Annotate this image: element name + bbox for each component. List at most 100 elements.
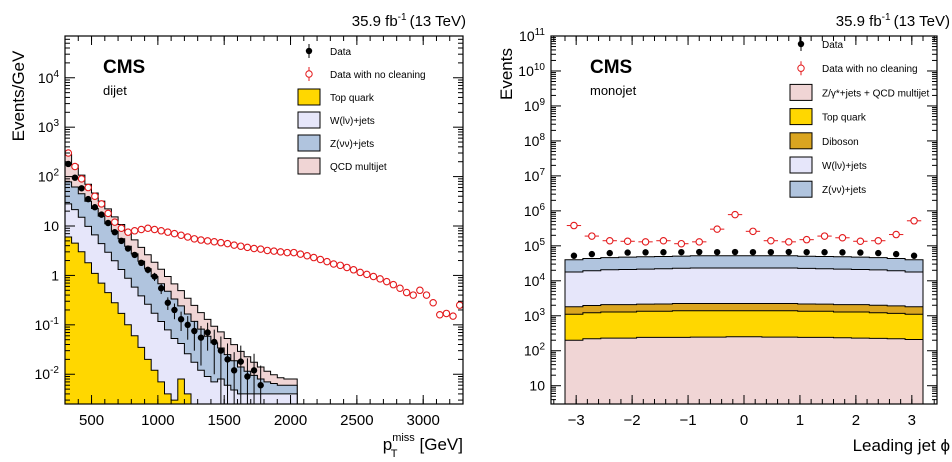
data-no-cleaning-point bbox=[150, 225, 159, 234]
x-tick-label: 2 bbox=[852, 412, 860, 429]
x-tick-label: 2000 bbox=[274, 412, 307, 429]
monojet-legend: Data Data with no cleaning Z/γ*+jets + QCD… bbox=[789, 37, 929, 198]
data-no-cleaning-point bbox=[230, 241, 238, 249]
data-no-cleaning-point bbox=[296, 250, 305, 258]
y-tick-exponent: 4 bbox=[53, 69, 59, 80]
data-point bbox=[217, 347, 225, 354]
data-point bbox=[138, 259, 145, 267]
y-tick-label: 107 bbox=[524, 167, 546, 184]
data-no-cleaning-point bbox=[856, 237, 865, 246]
data-no-cleaning-point bbox=[124, 228, 132, 236]
y-tick-base: 10 bbox=[524, 133, 540, 149]
data-no-cleaning-point bbox=[329, 260, 338, 268]
data-point bbox=[642, 249, 649, 256]
data-no-cleaning-point bbox=[349, 266, 358, 274]
y-tick-base: 10 bbox=[524, 308, 540, 324]
y-tick-exponent: 10 bbox=[534, 62, 546, 73]
data-point bbox=[171, 306, 178, 314]
data-no-cleaning-point bbox=[731, 210, 739, 219]
y-tick-base: 10 bbox=[529, 378, 545, 394]
data-point bbox=[257, 382, 264, 389]
dijet-cms-label: CMS bbox=[103, 57, 145, 78]
y-tick-exponent: 7 bbox=[539, 167, 545, 178]
legend-swatch-top-quark bbox=[789, 108, 813, 126]
y-tick-label: 106 bbox=[524, 202, 546, 219]
data-no-cleaning-point bbox=[336, 261, 345, 270]
data-point bbox=[131, 251, 138, 259]
data-no-cleaning-point bbox=[91, 192, 99, 201]
data-no-cleaning-point bbox=[623, 237, 632, 246]
x-tick-label: 3 bbox=[908, 412, 916, 429]
data-no-cleaning-point bbox=[84, 183, 92, 192]
data-no-cleaning-point bbox=[874, 236, 883, 245]
legend-label: Z(νν)+jets bbox=[822, 185, 866, 196]
y-tick-base: 10 bbox=[43, 218, 59, 234]
data-no-cleaning-point bbox=[263, 246, 272, 255]
data-no-cleaning-point bbox=[802, 235, 811, 244]
y-tick-exponent: -2 bbox=[50, 365, 59, 376]
data-no-cleaning-point bbox=[97, 200, 106, 208]
data-point bbox=[749, 248, 757, 256]
data-point bbox=[713, 248, 721, 256]
y-tick-exponent: 2 bbox=[539, 342, 545, 353]
y-tick-base: 10 bbox=[524, 343, 540, 359]
x-tick-label: 1000 bbox=[141, 412, 174, 429]
data-no-cleaning-point bbox=[429, 298, 437, 307]
data-point bbox=[821, 249, 828, 256]
data-point bbox=[230, 367, 238, 374]
data-point bbox=[857, 249, 864, 256]
data-point bbox=[177, 316, 185, 323]
legend-swatch-top-quark bbox=[297, 88, 321, 106]
legend-label: Data with no cleaning bbox=[822, 64, 918, 75]
x-tick-label: 2500 bbox=[340, 412, 373, 429]
data-no-cleaning-point bbox=[343, 263, 351, 272]
y-tick-base: 10 bbox=[38, 169, 54, 185]
legend-swatch-z-jets-qcd-multijet bbox=[789, 83, 813, 101]
data-no-cleaning-point bbox=[197, 236, 205, 244]
y-tick-base: 10 bbox=[524, 203, 540, 219]
data-no-cleaning-point bbox=[363, 270, 371, 279]
data-no-cleaning-point bbox=[356, 268, 364, 277]
y-tick-exponent: 3 bbox=[53, 118, 59, 129]
y-tick-base: 10 bbox=[38, 119, 54, 135]
y-tick-label: 103 bbox=[524, 307, 546, 324]
plot-clip-group bbox=[65, 149, 463, 404]
monojet-region-label: monojet bbox=[590, 83, 637, 98]
data-no-cleaning-point bbox=[749, 227, 757, 236]
data-point bbox=[78, 185, 85, 192]
y-tick-exponent: 3 bbox=[539, 307, 545, 318]
legend-label: Top quark bbox=[822, 113, 867, 124]
legend-label: Z(νν)+jets bbox=[330, 139, 374, 150]
data-no-cleaning-point bbox=[177, 231, 185, 239]
data-no-cleaning-point bbox=[402, 288, 411, 297]
data-no-cleaning-point bbox=[396, 284, 404, 292]
monojet-plot-area: −3 −2 −1 0 1 2 3101021031041051061071081091010… bbox=[518, 27, 938, 429]
data-no-cleaning-point bbox=[104, 209, 112, 218]
y-tick-label: 104 bbox=[38, 69, 60, 86]
data-no-cleaning-point bbox=[290, 248, 298, 257]
y-tick-label: 10-1 bbox=[35, 316, 60, 333]
data-no-cleaning-point bbox=[436, 310, 444, 319]
y-tick-label: 102 bbox=[38, 168, 60, 185]
data-point bbox=[839, 249, 846, 256]
data-point bbox=[803, 248, 810, 256]
monojet-panel: −3 −2 −1 0 1 2 3101021031041051061071081091010… bbox=[497, 12, 950, 455]
data-no-cleaning-point bbox=[677, 239, 686, 248]
data-point bbox=[237, 358, 244, 365]
data-point bbox=[65, 160, 72, 168]
y-tick-exponent: 11 bbox=[535, 27, 546, 38]
data-point bbox=[91, 204, 99, 211]
legend-swatch-qcd-multijet bbox=[297, 157, 321, 175]
data-no-cleaning-point bbox=[111, 218, 119, 226]
data-no-cleaning-point bbox=[223, 239, 232, 248]
data-no-cleaning-point bbox=[820, 232, 829, 240]
legend-label: W(lν)+jets bbox=[822, 161, 867, 172]
data-no-cleaning-point bbox=[164, 228, 172, 236]
y-tick-base: 10 bbox=[35, 317, 51, 333]
y-tick-base: 10 bbox=[524, 273, 540, 289]
data-point bbox=[660, 249, 667, 256]
data-no-cleaning-point bbox=[117, 224, 126, 233]
data-point bbox=[244, 373, 251, 380]
legend-swatch-w-l-jets bbox=[789, 156, 813, 174]
